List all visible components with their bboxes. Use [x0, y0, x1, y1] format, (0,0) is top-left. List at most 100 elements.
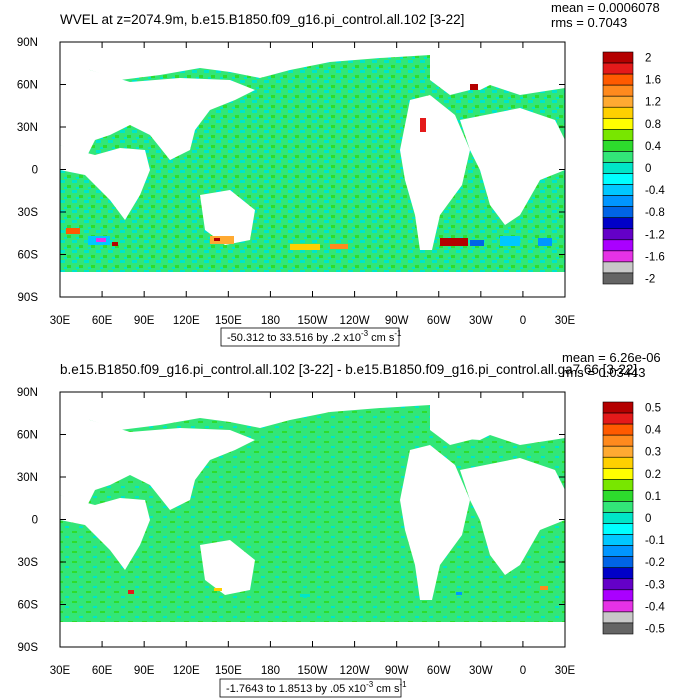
- x-tick-label: 30W: [469, 315, 493, 327]
- colorbar-swatch: [602, 445, 634, 458]
- colorbar-swatch: [602, 534, 634, 546]
- y-tick-label: 60S: [18, 600, 39, 612]
- x-tick-label: 30E: [50, 315, 71, 327]
- colorbar-label: 0: [645, 163, 651, 175]
- colorbar-swatch: [602, 162, 634, 174]
- y-tick-label: 90S: [18, 292, 39, 304]
- colorbar-swatch: [602, 129, 634, 141]
- colorbar-swatch: [602, 250, 634, 263]
- colorbar-swatch: [602, 95, 634, 108]
- x-tick-label: 90E: [134, 665, 155, 677]
- colorbar-swatch: [602, 117, 634, 130]
- colorbar-swatch: [602, 73, 634, 86]
- y-tick-label: 30S: [18, 557, 39, 569]
- x-tick-label: 60E: [92, 665, 113, 677]
- colorbar-label: -1.6: [645, 251, 665, 263]
- colorbar-swatch: [602, 412, 634, 425]
- colorbar-swatch: [602, 556, 634, 569]
- contour-range-label: -50.312 to 33.516 by .2 x10-3 cm s-1: [227, 329, 402, 344]
- y-tick-label: 60N: [17, 430, 38, 442]
- y-tick-label: 90S: [18, 642, 39, 654]
- x-tick-label: 30W: [469, 665, 493, 677]
- colorbar-swatch: [602, 228, 634, 241]
- colorbar-swatch: [602, 622, 634, 635]
- map-axes: 30E 60E 90E 120E 150E 180 150W 120W 90W 60W 30W 0 30…: [17, 37, 576, 327]
- panel-top: WVEL at z=2074.9m, b.e15.B1850.f09_g16.p…: [17, 0, 665, 347]
- colorbar-label: -0.3: [645, 579, 665, 591]
- x-tick-label: 180: [261, 665, 280, 677]
- y-tick-label: 90N: [17, 37, 38, 49]
- colorbar-label: 0.3: [645, 447, 661, 459]
- colorbar-swatch: [602, 401, 634, 414]
- x-tick-label: 60E: [92, 315, 113, 327]
- colorbar-swatch: [602, 501, 634, 513]
- x-tick-label: 150E: [215, 315, 242, 327]
- panel-bottom: b.e15.B1850.f09_g16.pi_control.all.102 […: [17, 350, 665, 698]
- colorbar-swatch: [602, 589, 634, 602]
- rms-stat: rms = 0.7043: [551, 15, 627, 30]
- colorbar-swatch: [602, 84, 634, 97]
- colorbar-label: 0.1: [645, 491, 661, 503]
- colorbar-label: -0.5: [645, 623, 665, 635]
- colorbar-swatch: [602, 611, 634, 624]
- x-tick-label: 0: [520, 665, 526, 677]
- colorbar: 0.5 0.4 0.3 0.2 0.1 0 -0.1 -0.2 -0.3 -0.4 -0.5: [602, 401, 665, 635]
- colorbar: 2 1.6 1.2 0.8 0.4 0 -0.4 -0.8 -1.2 -1.6 -2: [602, 51, 665, 285]
- colorbar-label: -0.8: [645, 207, 665, 219]
- colorbar-swatch: [602, 479, 634, 491]
- map-axes: 30E 60E 90E 120E 150E 180 150W 120W 90W 60W 30W 0 30…: [17, 387, 576, 677]
- rms-stat: rms = 0.03443: [562, 365, 645, 380]
- mean-stat: mean = 0.0006078: [551, 0, 660, 15]
- colorbar-swatch: [602, 545, 634, 557]
- colorbar-swatch: [602, 512, 634, 524]
- y-tick-label: 60S: [18, 250, 39, 262]
- x-tick-label: 150W: [297, 315, 327, 327]
- colorbar-swatch: [602, 239, 634, 252]
- colorbar-label: -0.4: [645, 185, 665, 197]
- x-tick-label: 150E: [215, 665, 242, 677]
- colorbar-label: -0.2: [645, 557, 665, 569]
- colorbar-label: 0: [645, 513, 651, 525]
- colorbar-label: 0.5: [645, 403, 661, 415]
- x-tick-label: 30E: [555, 315, 576, 327]
- y-tick-label: 30N: [17, 122, 38, 134]
- y-tick-label: 90N: [17, 387, 38, 399]
- colorbar-swatch: [602, 567, 634, 580]
- colorbar-label: 0.2: [645, 469, 661, 481]
- colorbar-swatch: [602, 490, 634, 502]
- panel-title: b.e15.B1850.f09_g16.pi_control.all.102 […: [60, 362, 637, 377]
- colorbar-swatch: [602, 467, 634, 480]
- y-tick-label: 60N: [17, 80, 38, 92]
- contour-range-label: -1.7643 to 1.8513 by .05 x10-3 cm s-1: [226, 680, 407, 695]
- colorbar-swatch: [602, 195, 634, 207]
- colorbar-swatch: [602, 434, 634, 447]
- x-tick-label: 150W: [297, 665, 327, 677]
- colorbar-swatch: [602, 140, 634, 152]
- x-tick-label: 120W: [340, 665, 370, 677]
- colorbar-swatch: [602, 578, 634, 591]
- colorbar-swatch: [602, 456, 634, 469]
- colorbar-label: 2: [645, 53, 651, 65]
- colorbar-swatch: [602, 261, 634, 274]
- colorbar-label: 1.6: [645, 75, 661, 87]
- x-tick-label: 90W: [385, 665, 409, 677]
- colorbar-swatch: [602, 173, 634, 185]
- colorbar-swatch: [602, 423, 634, 436]
- x-tick-label: 60W: [427, 665, 451, 677]
- y-tick-label: 30N: [17, 472, 38, 484]
- y-tick-label: 30S: [18, 207, 39, 219]
- x-tick-label: 30E: [50, 665, 71, 677]
- colorbar-swatch: [602, 184, 634, 196]
- colorbar-label: -0.1: [645, 535, 665, 547]
- colorbar-label: 0.8: [645, 119, 661, 131]
- colorbar-label: -2: [645, 273, 655, 285]
- map-plot: [60, 392, 565, 647]
- colorbar-label: -1.2: [645, 229, 665, 241]
- colorbar-label: 0.4: [645, 141, 662, 153]
- colorbar-swatch: [602, 523, 634, 535]
- mean-stat: mean = 6.26e-06: [562, 350, 661, 365]
- x-tick-label: 180: [261, 315, 280, 327]
- x-tick-label: 30E: [555, 665, 576, 677]
- colorbar-swatch: [602, 217, 634, 230]
